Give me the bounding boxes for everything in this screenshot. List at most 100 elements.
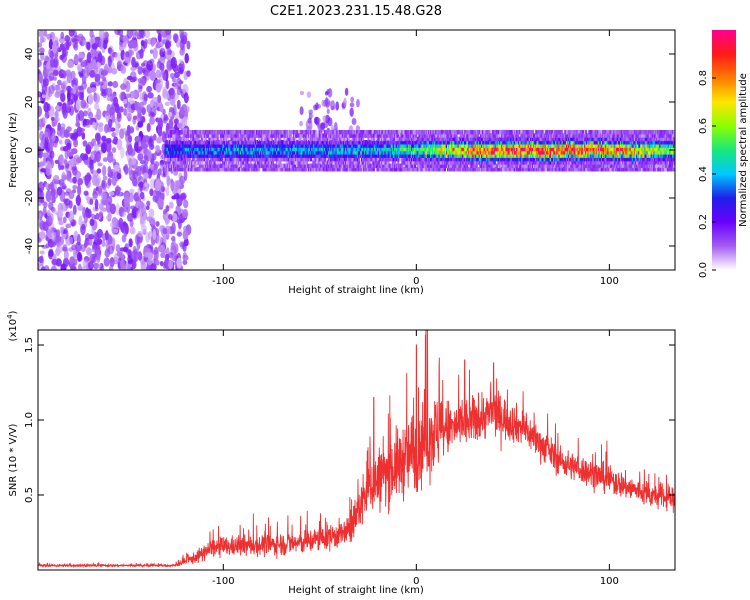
- spectrogram-cell: [92, 262, 100, 270]
- spectrogram-cell: [91, 174, 98, 186]
- spectrogram-cell: [259, 156, 262, 162]
- spectrogram-cell: [143, 38, 148, 46]
- spectrogram-cell: [71, 166, 77, 171]
- spectrogram-cell: [235, 167, 238, 172]
- spectrogram-cell: [176, 122, 183, 129]
- spectrogram-cell: [53, 118, 59, 124]
- spectrogram-cell: [41, 36, 46, 43]
- spectrogram-cell: [156, 136, 162, 144]
- spectrogram-cell: [54, 159, 60, 165]
- spectrogram-cell: [102, 200, 109, 206]
- spectrogram-cell: [207, 156, 210, 162]
- spectrogram-cell: [306, 163, 310, 169]
- spectrogram-cell: [140, 203, 147, 214]
- spectrogram-cell: [212, 163, 215, 169]
- spectrogram-cell: [134, 101, 141, 111]
- spectrogram-cell: [39, 250, 45, 255]
- spectrogram-cell: [415, 136, 418, 142]
- spectrogram-cell: [392, 130, 396, 135]
- spectrogram-cell: [216, 160, 219, 165]
- spectrogram-cell: [61, 49, 69, 57]
- spectrogram-cell: [57, 122, 61, 132]
- spectrogram-cell: [88, 237, 93, 247]
- spectrogram-cell: [47, 90, 53, 98]
- spectrogram-cell: [181, 31, 188, 38]
- spectrogram-cell: [304, 136, 307, 142]
- spectrogram-cell: [143, 93, 148, 103]
- spectrogram-cell: [421, 130, 424, 135]
- spectrogram-cell: [39, 130, 45, 142]
- spectrogram-cell: [306, 136, 310, 142]
- spectrogram-cell: [193, 156, 196, 162]
- spectrogram-cell: [397, 160, 400, 165]
- spectrogram-cell: [159, 49, 164, 57]
- spectrogram-cell: [38, 218, 44, 230]
- spectrogram-cell: [97, 162, 103, 167]
- spectrogram-cell: [130, 128, 134, 133]
- spectrogram-cell: [82, 140, 88, 147]
- spectrogram-cell: [111, 177, 116, 184]
- spectrogram-cell: [170, 179, 175, 191]
- spectrogram-cell: [92, 194, 98, 201]
- spectrogram-cell: [179, 48, 185, 56]
- spectrogram-cell: [327, 130, 330, 135]
- spectrogram-cell: [288, 130, 292, 135]
- spectrogram-cell: [143, 172, 149, 180]
- spectrogram-cell: [267, 130, 270, 135]
- spectrogram-cell: [246, 160, 249, 165]
- spectrogram-cell: [58, 210, 64, 218]
- spectrogram-cell: [109, 49, 115, 58]
- spectrogram-cell: [194, 160, 197, 165]
- spectrogram-cell: [462, 167, 466, 172]
- spectrogram-cell: [131, 250, 138, 261]
- spectrogram-cell: [418, 133, 421, 138]
- spectrogram-cell: [148, 138, 154, 144]
- spectrogram-cell: [131, 30, 137, 38]
- spectrogram-cell: [171, 195, 177, 200]
- spectrogram-cell: [49, 150, 55, 159]
- spectrogram-cell: [355, 130, 358, 135]
- spectrogram-cell: [373, 160, 376, 165]
- spectrogram-cell: [401, 163, 404, 169]
- spectrogram-cell: [140, 215, 145, 225]
- spectrogram-cell: [86, 51, 92, 64]
- spectrogram-cell: [228, 160, 231, 165]
- spectrogram-cell: [171, 222, 176, 235]
- spectrogram-cell: [50, 265, 57, 270]
- spectrogram-cell: [152, 47, 158, 60]
- spectrogram-cell: [51, 42, 58, 54]
- spectrogram-cell: [463, 130, 467, 135]
- spectrogram-cell: [73, 30, 77, 38]
- spectrogram-cell: [87, 141, 94, 150]
- spectrogram-cell: [168, 213, 173, 220]
- spectrogram-cell: [321, 163, 324, 169]
- spectrogram-cell: [94, 93, 100, 105]
- spectrogram-cell: [134, 197, 142, 203]
- spectrogram-cell: [92, 58, 97, 70]
- spectrogram-cell: [219, 167, 223, 172]
- spectrogram-cell: [137, 251, 143, 261]
- spectrogram-cell: [81, 132, 86, 140]
- spectrogram-cell: [470, 133, 473, 138]
- spectrogram-cell: [324, 91, 329, 96]
- spectrogram-cell: [38, 105, 43, 117]
- spectrogram-cell: [348, 136, 351, 142]
- spectrogram-cell: [118, 106, 124, 113]
- spectrogram-cell: [104, 230, 109, 241]
- spectrogram-cell: [427, 167, 431, 172]
- spectrogram-cell: [182, 252, 187, 259]
- spectrogram-cell: [73, 138, 79, 148]
- spectrogram-cell: [327, 117, 333, 127]
- spectrogram-cell: [72, 176, 77, 184]
- spectrogram-cell: [125, 80, 131, 93]
- spectrogram-cell: [66, 142, 72, 150]
- spectrogram-cell: [430, 167, 433, 172]
- spectrogram-cell: [334, 156, 337, 162]
- spectrogram-cell: [422, 167, 425, 172]
- spectrogram-cell: [129, 192, 134, 203]
- spectrogram-cell: [290, 130, 294, 135]
- spectrogram-cell: [246, 167, 249, 172]
- spectrogram-cell: [159, 103, 164, 113]
- spectrogram-cell: [404, 136, 407, 142]
- spectrogram-cell: [195, 133, 198, 138]
